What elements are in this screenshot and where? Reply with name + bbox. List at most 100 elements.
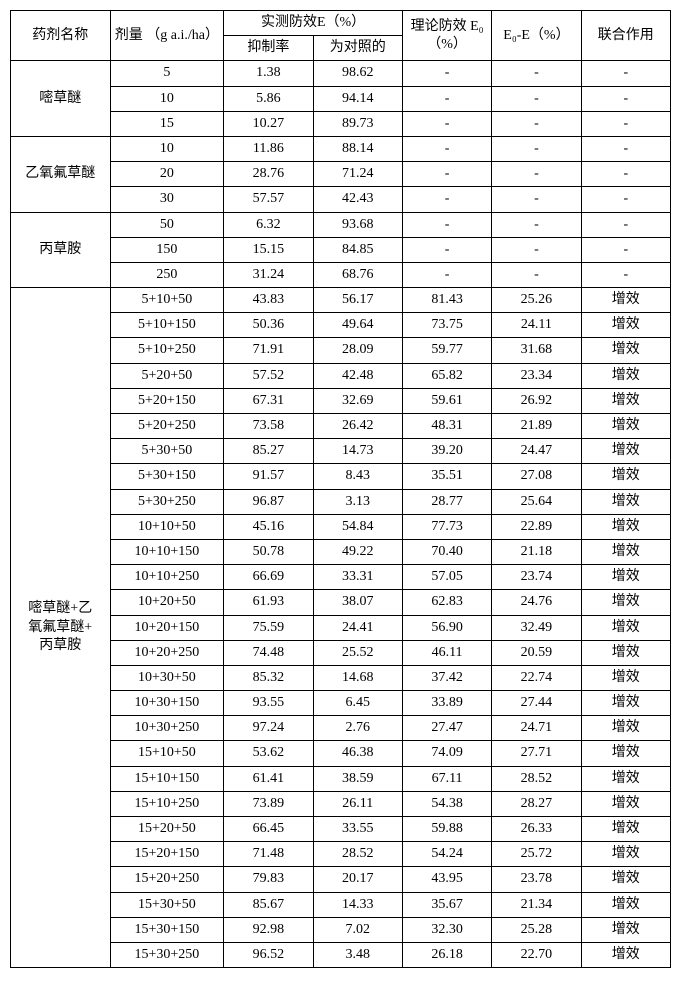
theoretical-cell: 67.11: [402, 766, 491, 791]
theoretical-cell: 35.67: [402, 892, 491, 917]
inhibition-cell: 57.52: [224, 363, 313, 388]
control-cell: 14.68: [313, 665, 402, 690]
agent-name-cell: 嘧草醚: [11, 61, 111, 137]
dose-cell: 5: [110, 61, 224, 86]
difference-cell: -: [492, 136, 581, 161]
control-cell: 93.68: [313, 212, 402, 237]
dose-cell: 10+20+250: [110, 640, 224, 665]
table-row: 10+30+15093.556.4533.8927.44增效: [11, 691, 671, 716]
joint-cell: 增效: [581, 514, 670, 539]
joint-cell: -: [581, 237, 670, 262]
theoretical-cell: 46.11: [402, 640, 491, 665]
header-dose: 剂量 （g a.i./ha）: [110, 11, 224, 61]
table-row: 15015.1584.85---: [11, 237, 671, 262]
joint-cell: -: [581, 136, 670, 161]
inhibition-cell: 79.83: [224, 867, 313, 892]
table-row: 10+20+25074.4825.5246.1120.59增效: [11, 640, 671, 665]
theoretical-cell: 57.05: [402, 565, 491, 590]
table-row: 5+20+5057.5242.4865.8223.34增效: [11, 363, 671, 388]
theoretical-cell: 43.95: [402, 867, 491, 892]
difference-cell: -: [492, 237, 581, 262]
table-row: 15+20+25079.8320.1743.9523.78增效: [11, 867, 671, 892]
table-row: 10+20+5061.9338.0762.8324.76增效: [11, 590, 671, 615]
joint-cell: 增效: [581, 363, 670, 388]
inhibition-cell: 85.32: [224, 665, 313, 690]
table-row: 乙氧氟草醚1011.8688.14---: [11, 136, 671, 161]
joint-cell: 增效: [581, 414, 670, 439]
difference-cell: -: [492, 86, 581, 111]
joint-cell: 增效: [581, 942, 670, 967]
dose-cell: 15+20+150: [110, 842, 224, 867]
difference-cell: 25.26: [492, 288, 581, 313]
joint-cell: 增效: [581, 464, 670, 489]
control-cell: 33.31: [313, 565, 402, 590]
difference-cell: 21.89: [492, 414, 581, 439]
joint-cell: 增效: [581, 489, 670, 514]
theoretical-cell: 81.43: [402, 288, 491, 313]
dose-cell: 10+30+150: [110, 691, 224, 716]
table-row: 10+30+5085.3214.6837.4222.74增效: [11, 665, 671, 690]
joint-cell: 增效: [581, 665, 670, 690]
joint-cell: -: [581, 262, 670, 287]
difference-cell: 21.34: [492, 892, 581, 917]
header-measured: 实测防效E（%）: [224, 11, 403, 36]
difference-cell: -: [492, 212, 581, 237]
difference-cell: 22.70: [492, 942, 581, 967]
inhibition-cell: 85.27: [224, 439, 313, 464]
joint-cell: 增效: [581, 288, 670, 313]
table-row: 5+30+15091.578.4335.5127.08增效: [11, 464, 671, 489]
inhibition-cell: 31.24: [224, 262, 313, 287]
dose-cell: 5+30+50: [110, 439, 224, 464]
control-cell: 56.17: [313, 288, 402, 313]
theoretical-cell: 35.51: [402, 464, 491, 489]
difference-cell: 24.11: [492, 313, 581, 338]
dose-cell: 150: [110, 237, 224, 262]
control-cell: 38.59: [313, 766, 402, 791]
joint-cell: 增效: [581, 867, 670, 892]
joint-cell: 增效: [581, 716, 670, 741]
control-cell: 2.76: [313, 716, 402, 741]
theoretical-cell: 26.18: [402, 942, 491, 967]
joint-cell: -: [581, 111, 670, 136]
table-row: 15+30+5085.6714.3335.6721.34增效: [11, 892, 671, 917]
theoretical-cell: 77.73: [402, 514, 491, 539]
inhibition-cell: 1.38: [224, 61, 313, 86]
inhibition-cell: 93.55: [224, 691, 313, 716]
dose-cell: 5+10+50: [110, 288, 224, 313]
control-cell: 6.45: [313, 691, 402, 716]
theoretical-cell: 62.83: [402, 590, 491, 615]
theoretical-cell: 73.75: [402, 313, 491, 338]
inhibition-cell: 73.58: [224, 414, 313, 439]
inhibition-cell: 53.62: [224, 741, 313, 766]
dose-cell: 5+10+250: [110, 338, 224, 363]
dose-cell: 250: [110, 262, 224, 287]
theoretical-cell: 74.09: [402, 741, 491, 766]
difference-cell: -: [492, 187, 581, 212]
difference-cell: 25.64: [492, 489, 581, 514]
dose-cell: 10+10+50: [110, 514, 224, 539]
control-cell: 68.76: [313, 262, 402, 287]
table-row: 10+10+5045.1654.8477.7322.89增效: [11, 514, 671, 539]
control-cell: 24.41: [313, 615, 402, 640]
inhibition-cell: 73.89: [224, 791, 313, 816]
joint-cell: 增效: [581, 539, 670, 564]
joint-cell: 增效: [581, 842, 670, 867]
theoretical-cell: -: [402, 136, 491, 161]
control-cell: 46.38: [313, 741, 402, 766]
agent-name-cell: 乙氧氟草醚: [11, 136, 111, 212]
inhibition-cell: 85.67: [224, 892, 313, 917]
difference-cell: 20.59: [492, 640, 581, 665]
difference-cell: -: [492, 162, 581, 187]
difference-cell: 27.08: [492, 464, 581, 489]
theoretical-cell: 70.40: [402, 539, 491, 564]
theoretical-cell: -: [402, 237, 491, 262]
header-theoretical: 理论防效 E₀（%）: [402, 11, 491, 61]
header-difference: E₀-E（%）: [492, 11, 581, 61]
theoretical-cell: -: [402, 61, 491, 86]
difference-cell: 23.78: [492, 867, 581, 892]
dose-cell: 20: [110, 162, 224, 187]
inhibition-cell: 50.78: [224, 539, 313, 564]
joint-cell: 增效: [581, 565, 670, 590]
difference-cell: 32.49: [492, 615, 581, 640]
joint-cell: 增效: [581, 615, 670, 640]
